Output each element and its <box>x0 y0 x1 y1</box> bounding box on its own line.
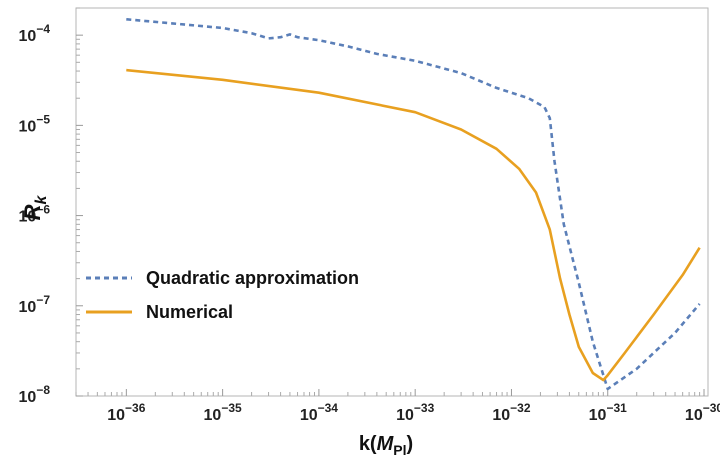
x-axis-label-suffix: ) <box>407 433 414 455</box>
series-layer <box>126 18 701 391</box>
axis-ticks: 10−36 10−35 10−34 10−33 10−32 10−31 10−3010−81… <box>19 7 720 424</box>
x-tick-label-exp: −31 <box>606 401 627 415</box>
x-axis-label-subscript: Pl <box>393 442 406 458</box>
y-axis-label: Rk <box>20 195 50 221</box>
x-tick-label-base: 10 <box>300 407 318 424</box>
y-tick-label-exp: −5 <box>36 112 50 126</box>
y-tick-label-base: 10 <box>19 209 37 226</box>
x-tick-label: 10−34 <box>300 401 338 424</box>
y-tick-label: 10−7 <box>19 293 51 316</box>
x-tick-label-base: 10 <box>492 407 510 424</box>
x-tick-label-exp: −33 <box>414 401 435 415</box>
x-axis-label-symbol: M <box>377 433 395 455</box>
x-tick-label-exp: −34 <box>318 401 339 415</box>
series-line-quadratic <box>126 18 701 391</box>
plot-frame <box>75 7 709 397</box>
x-tick-label-exp: −35 <box>221 401 242 415</box>
x-tick-label-exp: −36 <box>125 401 146 415</box>
legend-label-quadratic: Quadratic approximation <box>146 268 359 288</box>
y-axis-label-subscript: k <box>33 195 50 205</box>
y-tick-label-exp: −7 <box>36 293 50 307</box>
x-axis-label-prefix: k( <box>359 433 377 455</box>
y-tick-label: 10−6 <box>19 203 51 226</box>
x-tick-label: 10−30 <box>685 401 720 424</box>
y-tick-label: 10−5 <box>19 112 51 135</box>
x-tick-label-base: 10 <box>685 407 703 424</box>
y-tick-label-base: 10 <box>19 118 37 135</box>
y-tick-label-exp: −8 <box>36 383 50 397</box>
x-tick-label-base: 10 <box>396 407 414 424</box>
x-axis-label: k(MPl) <box>359 433 413 458</box>
x-tick-label-exp: −30 <box>703 401 720 415</box>
y-tick-label-exp: −4 <box>36 22 50 36</box>
x-tick-label: 10−33 <box>396 401 434 424</box>
series-line-numerical <box>126 68 701 382</box>
x-tick-label: 10−36 <box>107 401 145 424</box>
legend-label-numerical: Numerical <box>146 302 233 322</box>
y-tick-label-exp: −6 <box>36 203 50 217</box>
x-tick-label: 10−31 <box>589 401 627 424</box>
x-tick-label-base: 10 <box>589 407 607 424</box>
x-tick-label-base: 10 <box>107 407 125 424</box>
x-tick-label: 10−32 <box>492 401 530 424</box>
x-tick-label-base: 10 <box>204 407 222 424</box>
x-tick-label-exp: −32 <box>510 401 531 415</box>
y-tick-label: 10−8 <box>19 383 51 406</box>
y-tick-label-base: 10 <box>19 28 37 45</box>
y-axis-label-symbol: R <box>20 204 45 220</box>
y-tick-label-base: 10 <box>19 299 37 316</box>
legend: Quadratic approximation Numerical <box>86 268 359 322</box>
y-tick-label-base: 10 <box>19 389 37 406</box>
y-tick-label: 10−4 <box>19 22 51 45</box>
x-tick-label: 10−35 <box>204 401 242 424</box>
